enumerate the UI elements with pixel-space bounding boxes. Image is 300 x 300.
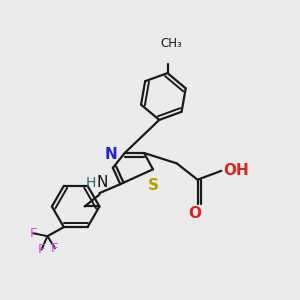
Text: S: S — [148, 178, 159, 193]
Text: CH₃: CH₃ — [160, 38, 182, 50]
Text: O: O — [188, 206, 201, 221]
Text: N: N — [105, 148, 118, 163]
Text: OH: OH — [224, 163, 250, 178]
Text: F: F — [29, 227, 37, 240]
Text: H: H — [85, 176, 96, 190]
Text: F: F — [51, 242, 59, 255]
Text: N: N — [97, 175, 108, 190]
Text: F: F — [38, 243, 45, 256]
